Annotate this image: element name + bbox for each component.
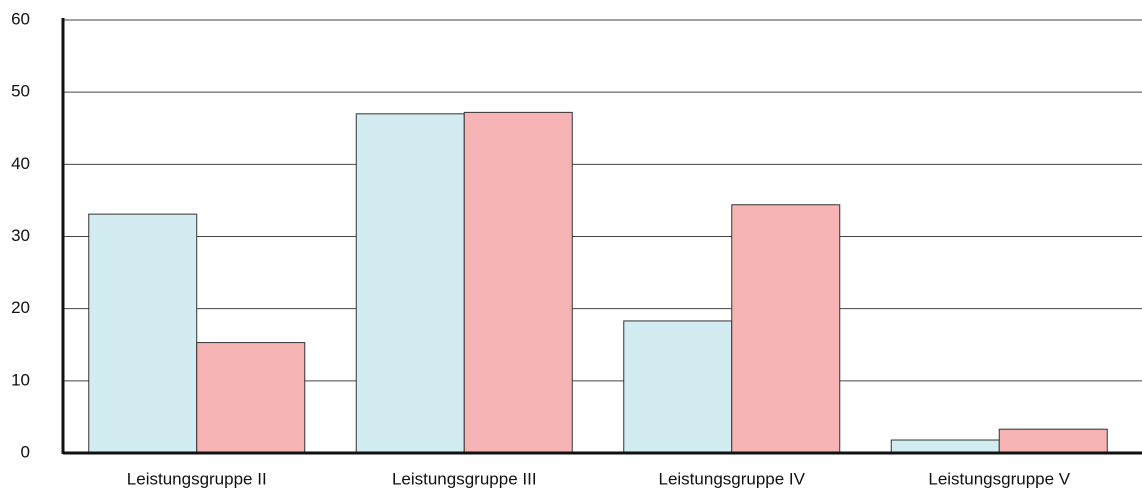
bar [731, 204, 841, 454]
bar [196, 342, 306, 454]
bar [623, 320, 733, 454]
bar [88, 213, 198, 454]
y-tick-label: 60 [11, 9, 30, 28]
x-tick-label: Leistungsgruppe IV [659, 469, 806, 488]
x-tick-label: Leistungsgruppe II [127, 469, 267, 488]
x-tick-label: Leistungsgruppe III [392, 469, 537, 488]
y-tick-label: 50 [11, 82, 30, 101]
y-tick-label: 0 [21, 442, 30, 461]
x-tick-label: Leistungsgruppe V [928, 469, 1070, 488]
y-tick-label: 10 [11, 370, 30, 389]
y-tick-label: 20 [11, 298, 30, 317]
bar [355, 113, 465, 454]
y-tick-label: 40 [11, 154, 30, 173]
bar [890, 439, 1000, 454]
y-tick-label: 30 [11, 226, 30, 245]
bar [998, 428, 1108, 454]
bar [463, 111, 573, 454]
